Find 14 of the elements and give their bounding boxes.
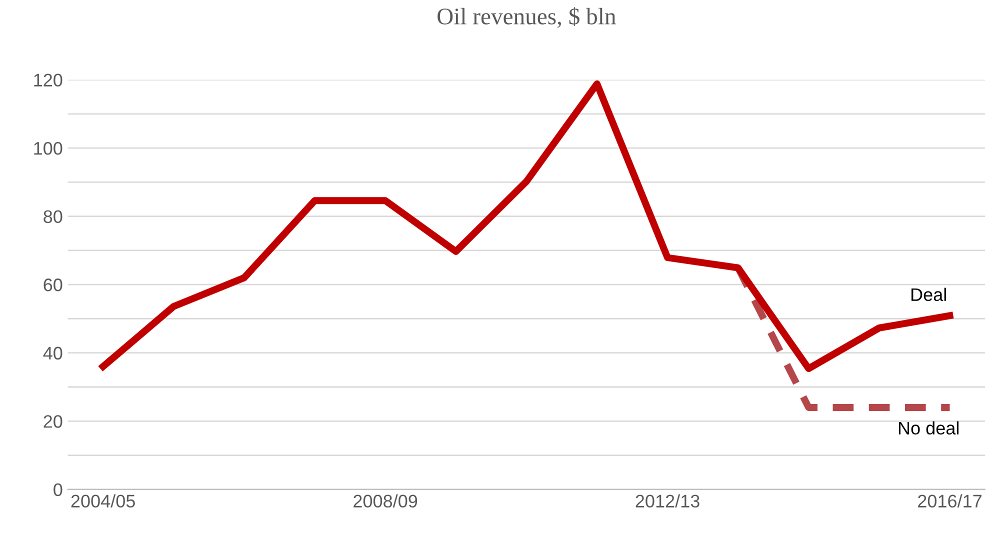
x-tick-label: 2004/05 — [71, 494, 135, 508]
series-label: Deal — [912, 288, 946, 302]
y-tick-label: 0 — [54, 483, 62, 496]
y-tick-label: 100 — [34, 142, 62, 155]
chart-title: Oil revenues, $ bln — [438, 7, 616, 28]
y-tick-label: 60 — [44, 278, 62, 292]
y-tick-label: 20 — [44, 415, 62, 428]
y-tick-label: 40 — [43, 346, 62, 360]
x-tick-label: 2012/13 — [636, 494, 700, 508]
series-label: No deal — [898, 421, 958, 435]
x-tick-label: 2008/09 — [354, 494, 418, 508]
x-tick-label: 2016/17 — [918, 494, 982, 508]
y-tick-label: 80 — [44, 210, 62, 224]
y-tick-label: 120 — [34, 74, 62, 86]
